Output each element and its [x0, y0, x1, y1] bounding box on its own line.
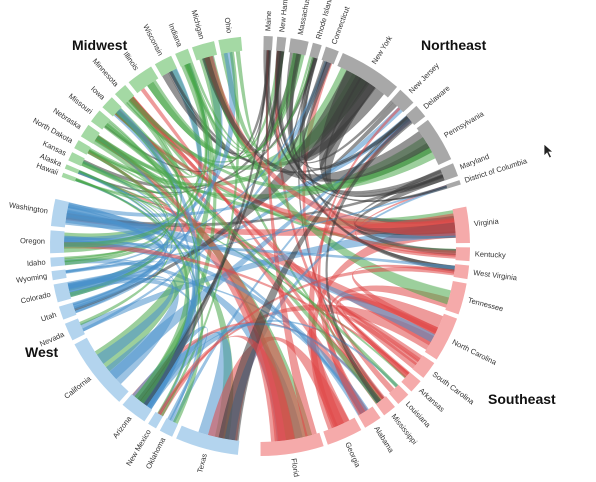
state-label-new-jersey: New Jersey	[407, 61, 441, 95]
state-label-west-virginia: West Virginia	[473, 268, 519, 283]
region-label-midwest: Midwest	[72, 37, 128, 53]
arc-michigan[interactable]	[191, 41, 218, 61]
state-label-north-carolina: North Carolina	[451, 337, 499, 367]
chord-pennsylvania-to-michigan[interactable]	[201, 56, 430, 182]
state-label-washington: Washington	[8, 200, 48, 215]
state-label-utah: Utah	[40, 310, 58, 324]
arc-illinois[interactable]	[128, 66, 159, 94]
arc-kansas[interactable]	[68, 152, 85, 167]
arc-delaware[interactable]	[405, 105, 426, 126]
state-label-colorado: Colorado	[20, 290, 52, 306]
state-label-alabama: Alabama	[372, 425, 396, 455]
chord-florida-to-new-mexico[interactable]	[157, 335, 295, 442]
arc-tennessee[interactable]	[445, 280, 467, 315]
region-label-west: West	[25, 344, 59, 360]
arc-washington[interactable]	[50, 198, 69, 228]
chord-delaware-to-texas[interactable]	[218, 115, 409, 441]
arc-indiana[interactable]	[175, 48, 193, 67]
state-label-oregon: Oregon	[20, 236, 45, 245]
arc-wyoming[interactable]	[51, 269, 67, 281]
arc-alaska[interactable]	[64, 164, 80, 174]
arc-idaho[interactable]	[50, 256, 65, 267]
chord-maine-to-arizona[interactable]	[139, 49, 269, 407]
arc-north-dakota[interactable]	[74, 140, 91, 155]
arc-pennsylvania[interactable]	[416, 119, 452, 165]
arc-wisconsin[interactable]	[154, 55, 178, 77]
arc-arizona[interactable]	[122, 394, 153, 422]
arc-louisiana[interactable]	[389, 384, 409, 405]
arcs-layer	[50, 36, 470, 456]
state-label-arizona: Arizona	[111, 414, 134, 440]
arc-new-jersey[interactable]	[390, 89, 414, 113]
arc-connecticut[interactable]	[321, 46, 339, 65]
arc-north-carolina[interactable]	[424, 313, 458, 360]
state-label-delaware: Delaware	[422, 84, 452, 111]
state-label-wisconsin: Wisconsin	[141, 23, 165, 57]
state-label-tennessee: Tennessee	[467, 296, 504, 314]
state-label-idaho: Idaho	[27, 258, 46, 268]
state-label-massachusetts: Massachusetts	[296, 0, 314, 36]
state-label-michigan: Michigan	[190, 9, 207, 40]
arc-utah[interactable]	[58, 302, 77, 320]
state-label-new-hampshire: New Hampshire	[277, 0, 291, 33]
arc-nebraska[interactable]	[80, 124, 100, 144]
arc-ohio[interactable]	[218, 36, 243, 54]
arc-minnesota[interactable]	[114, 84, 135, 105]
arc-new-hampshire[interactable]	[276, 36, 287, 52]
arc-texas[interactable]	[176, 425, 240, 455]
arc-virginia[interactable]	[452, 206, 470, 244]
arc-california[interactable]	[74, 337, 129, 402]
mouse-cursor-icon	[543, 143, 555, 159]
arc-new-mexico[interactable]	[148, 411, 163, 429]
chords-layer	[63, 49, 457, 442]
state-label-new-york: New York	[370, 34, 395, 66]
arc-district-of-columbia[interactable]	[446, 180, 461, 189]
state-label-indiana: Indiana	[167, 22, 185, 49]
state-label-iowa: Iowa	[89, 84, 107, 102]
state-label-illinois: Illinois	[121, 50, 140, 72]
state-label-maine: Maine	[263, 11, 273, 32]
arc-west-virginia[interactable]	[453, 264, 470, 280]
region-label-northeast: Northeast	[421, 37, 487, 53]
arc-maryland[interactable]	[440, 163, 458, 181]
arc-oklahoma[interactable]	[159, 418, 178, 437]
chord-indiana-to-rhode-island[interactable]	[189, 56, 315, 154]
arc-alabama[interactable]	[358, 406, 381, 428]
state-label-missouri: Missouri	[67, 92, 95, 117]
region-label-southeast: Southeast	[488, 391, 556, 407]
arc-south-carolina[interactable]	[412, 355, 435, 378]
arc-georgia[interactable]	[323, 417, 362, 445]
state-label-ohio: Ohio	[223, 17, 234, 34]
chord-hawaii-to-oklahoma[interactable]	[75, 178, 204, 425]
state-label-virginia: Virginia	[473, 217, 499, 229]
arc-kentucky[interactable]	[455, 247, 470, 262]
arc-new-york[interactable]	[337, 53, 398, 98]
arc-oregon[interactable]	[50, 230, 65, 254]
arc-maine[interactable]	[263, 36, 273, 51]
state-label-wyoming: Wyoming	[16, 271, 48, 284]
state-label-kentucky: Kentucky	[475, 249, 506, 259]
state-label-connecticut: Connecticut	[329, 4, 351, 45]
state-label-georgia: Georgia	[343, 441, 362, 470]
state-label-texas: Texas	[195, 452, 209, 473]
arc-massachusetts[interactable]	[288, 38, 309, 56]
state-label-california: California	[62, 374, 93, 401]
arc-florida[interactable]	[260, 432, 324, 456]
state-label-florida: Florida	[289, 458, 302, 477]
arc-nevada[interactable]	[64, 318, 85, 341]
arc-missouri[interactable]	[91, 110, 111, 130]
arc-mississippi[interactable]	[375, 396, 395, 416]
state-label-arkansas: Arkansas	[417, 386, 446, 414]
arc-rhode-island[interactable]	[309, 42, 322, 59]
arc-hawaii[interactable]	[61, 172, 77, 182]
arc-iowa[interactable]	[102, 97, 122, 117]
state-label-pennsylvania: Pennsylvania	[442, 109, 486, 140]
chord-ohio-to-new-mexico[interactable]	[160, 51, 240, 417]
arc-colorado[interactable]	[53, 281, 72, 303]
arc-arkansas[interactable]	[401, 372, 421, 392]
